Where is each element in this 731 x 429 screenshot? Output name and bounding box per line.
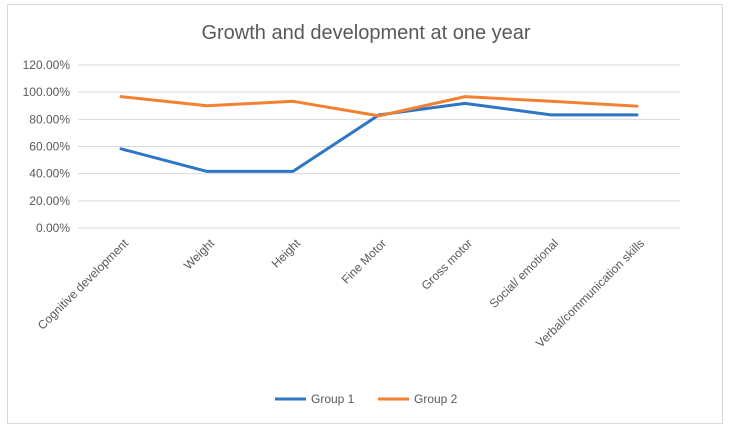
chart-title: Growth and development at one year [201,22,530,44]
y-tick-label: 20.00% [29,194,70,208]
legend: Group 1 Group 2 [275,392,458,406]
y-tick-label: 60.00% [29,140,70,154]
series-line [119,101,639,173]
y-tick-label: 100.00% [23,85,71,99]
y-tick-label: 120.00% [23,58,71,72]
y-tick-label: 40.00% [29,167,70,181]
gridlines [78,64,680,229]
x-tick-label: Cognitive development [35,236,132,333]
legend-label: Group 1 [311,392,355,406]
x-tick-label: Fine Motor [339,236,389,286]
legend-label: Group 2 [414,392,458,406]
y-tick-label: 0.00% [36,221,70,235]
x-tick-label: Gross motor [419,236,476,293]
series-line [119,95,639,118]
y-axis-ticks: 0.00% 20.00% 40.00% 60.00% 80.00% 100.00% 120.… [23,58,71,235]
y-tick-label: 80.00% [29,112,70,126]
series-lines [119,95,639,173]
x-axis-ticks: Cognitive development Weight Height Fine Mo… [35,236,647,351]
x-tick-label: Social/ emotional [487,236,562,311]
x-tick-label: Weight [181,236,218,273]
x-tick-label: Height [269,236,304,271]
chart-frame [7,4,723,424]
